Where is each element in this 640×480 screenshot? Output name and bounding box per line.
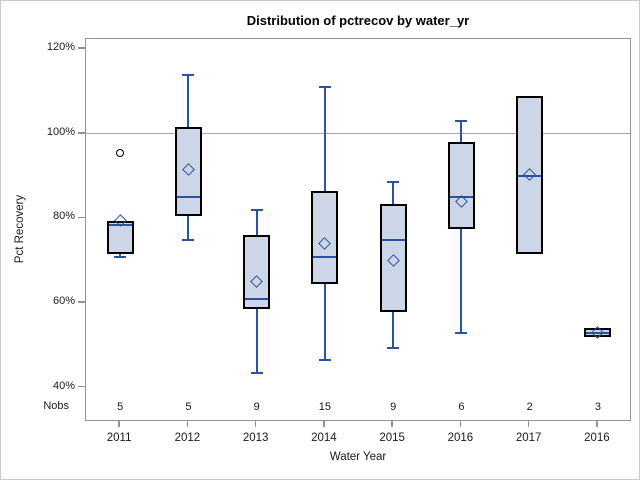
upper-whisker-cap [387, 181, 400, 184]
box-2016 [447, 142, 475, 229]
y-tick-label: 60% [52, 295, 75, 308]
upper-whisker-stem [255, 209, 258, 236]
box-2014 [311, 190, 339, 285]
x-tick-mark [323, 421, 325, 427]
median-line [313, 255, 337, 258]
nobs-value: 3 [594, 401, 601, 413]
upper-whisker-cap [318, 86, 331, 89]
nobs-value: 6 [458, 401, 465, 413]
x-axis-title: Water Year [329, 451, 387, 463]
y-tick-mark [78, 47, 85, 49]
y-axis-title: Pct Recovery [14, 194, 26, 264]
lower-whisker-stem [119, 254, 122, 257]
upper-whisker-stem [460, 121, 463, 143]
lower-whisker-cap [182, 238, 195, 241]
lower-whisker-stem [255, 309, 258, 373]
x-tick-label: 2017 [515, 432, 542, 444]
nobs-value: 5 [185, 401, 192, 413]
lower-whisker-stem [187, 216, 190, 240]
lower-whisker-stem [392, 311, 395, 348]
chart-title: Distribution of pctrecov by water_yr [246, 13, 470, 28]
nobs-value: 9 [253, 401, 260, 413]
lower-whisker-cap [455, 331, 468, 334]
x-tick-label: 2011 [106, 432, 132, 444]
plot-area: 5 5 9 15 9 6 2 3 [85, 38, 631, 421]
median-line [176, 196, 200, 199]
lower-whisker-stem [460, 229, 463, 333]
x-tick-mark [459, 421, 462, 427]
upper-whisker-stem [187, 74, 190, 128]
nobs-value: 9 [390, 401, 397, 413]
x-tick-mark [118, 421, 120, 427]
nobs-value: 5 [117, 401, 124, 413]
box-2013 [243, 235, 271, 310]
nobs-row-label: Nobs [43, 400, 69, 412]
lower-whisker-cap [114, 255, 127, 258]
box-2012 [174, 127, 202, 217]
box-2017 [516, 95, 544, 255]
y-tick-mark [78, 385, 85, 388]
x-tick-label: 2015 [379, 432, 405, 444]
median-line [245, 297, 269, 300]
y-tick-label: 40% [52, 379, 75, 392]
y-tick-mark [78, 301, 85, 303]
box-2011 [106, 220, 134, 255]
y-tick-label: 100% [46, 125, 75, 138]
x-tick-mark [596, 421, 598, 427]
median-line [449, 196, 473, 199]
x-tick-label: 2016 [447, 432, 474, 444]
lower-whisker-stem [323, 284, 326, 361]
upper-whisker-stem [392, 182, 395, 204]
lower-whisker-cap [387, 346, 400, 349]
y-tick-mark [78, 132, 85, 134]
x-tick-mark [527, 421, 530, 427]
median-line [381, 238, 405, 241]
x-tick-mark [186, 421, 189, 427]
outlier-point [116, 148, 125, 157]
median-line [518, 175, 542, 178]
y-tick-mark [78, 216, 85, 219]
median-line [586, 331, 610, 334]
box-2015 [379, 203, 407, 312]
y-tick-label: 80% [52, 210, 75, 223]
reference-line-100pct [86, 132, 630, 135]
x-tick-mark [391, 421, 393, 427]
x-tick-label: 2013 [242, 432, 269, 444]
upper-whisker-stem [323, 87, 326, 191]
x-tick-mark [254, 421, 257, 427]
upper-whisker-cap [455, 120, 468, 123]
x-tick-label: 2012 [174, 432, 201, 444]
x-tick-label: 2016 [584, 432, 610, 444]
upper-whisker-cap [250, 208, 263, 211]
median-line [108, 223, 132, 226]
nobs-value: 2 [526, 401, 533, 413]
lower-whisker-cap [250, 371, 263, 374]
upper-whisker-cap [182, 73, 195, 76]
y-tick-label: 120% [46, 41, 75, 54]
lower-whisker-cap [318, 359, 331, 362]
x-tick-label: 2014 [311, 432, 337, 444]
nobs-value: 15 [318, 401, 331, 413]
